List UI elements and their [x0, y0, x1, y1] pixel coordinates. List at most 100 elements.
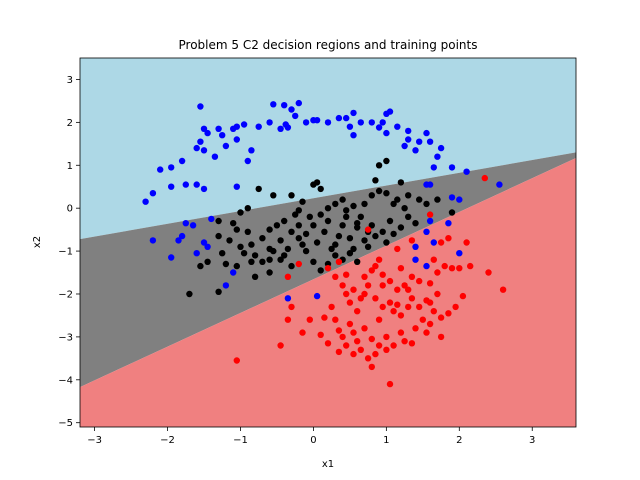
data-point-1 [230, 220, 237, 227]
data-point-0 [313, 292, 321, 300]
data-point-2 [357, 295, 364, 302]
data-point-1 [186, 290, 193, 298]
data-point-2 [343, 290, 350, 298]
data-point-2 [357, 346, 364, 353]
data-point-1 [215, 288, 222, 295]
data-point-1 [397, 224, 405, 231]
data-point-2 [430, 308, 437, 315]
data-point-2 [386, 380, 394, 388]
data-point-0 [168, 254, 175, 261]
data-point-2 [295, 260, 302, 268]
data-point-1 [277, 256, 284, 263]
data-point-2 [394, 301, 401, 308]
data-point-0 [412, 147, 419, 154]
y-tick-label: 1 [67, 161, 73, 172]
data-point-0 [193, 181, 200, 188]
data-point-0 [456, 250, 463, 257]
data-point-1 [226, 237, 233, 244]
data-point-0 [277, 125, 284, 132]
data-point-1 [361, 200, 368, 208]
data-point-2 [354, 338, 361, 345]
y-axis-ticks: −5 −4 −3 −2 −1 0 1 2 3 [58, 75, 80, 429]
data-point-2 [408, 237, 416, 244]
data-point-1 [321, 228, 328, 235]
data-point-0 [368, 119, 375, 126]
data-point-1 [240, 250, 248, 257]
data-point-0 [412, 243, 419, 250]
data-point-1 [266, 226, 273, 233]
data-point-2 [426, 320, 434, 328]
data-point-1 [299, 198, 306, 205]
data-point-2 [416, 277, 423, 285]
data-point-0 [375, 124, 383, 131]
data-point-2 [401, 338, 408, 345]
data-point-0 [182, 220, 189, 227]
data-point-1 [379, 228, 386, 235]
data-point-0 [386, 108, 394, 115]
data-point-2 [364, 355, 372, 362]
data-point-2 [328, 303, 335, 311]
data-point-0 [222, 142, 230, 150]
data-point-2 [379, 282, 386, 289]
data-point-2 [408, 340, 416, 347]
data-point-1 [273, 222, 281, 229]
data-point-2 [386, 299, 394, 306]
data-point-2 [408, 273, 416, 280]
data-point-2 [361, 273, 368, 280]
data-point-1 [357, 213, 364, 220]
data-point-1 [259, 235, 266, 242]
data-point-2 [368, 335, 375, 343]
data-point-1 [339, 222, 346, 229]
data-point-0 [423, 129, 430, 137]
data-point-1 [248, 241, 255, 248]
data-point-1 [361, 237, 368, 244]
data-point-2 [397, 312, 405, 319]
data-point-2 [459, 292, 467, 300]
x-tick-label: −2 [160, 435, 175, 446]
data-point-0 [230, 269, 237, 276]
data-point-1 [324, 217, 332, 225]
data-point-2 [288, 303, 295, 311]
x-tick-label: −1 [233, 435, 248, 446]
data-point-1 [328, 245, 335, 253]
data-point-0 [197, 138, 204, 145]
data-point-2 [368, 267, 375, 274]
data-point-1 [434, 196, 441, 203]
data-point-2 [426, 299, 434, 306]
data-point-0 [182, 181, 189, 188]
y-tick-label: −3 [58, 332, 73, 343]
data-point-1 [383, 157, 390, 165]
y-tick-label: −1 [58, 247, 73, 258]
data-point-2 [332, 273, 339, 280]
data-point-2 [324, 340, 332, 347]
data-point-2 [350, 286, 357, 293]
data-point-0 [244, 157, 251, 165]
data-point-2 [448, 265, 456, 272]
data-point-0 [405, 136, 412, 143]
data-point-2 [372, 295, 379, 302]
region-red [80, 158, 576, 427]
data-point-0 [324, 119, 332, 126]
data-point-1 [284, 245, 292, 253]
data-point-1 [233, 262, 240, 270]
data-point-1 [383, 190, 390, 197]
data-point-1 [302, 247, 310, 255]
data-point-2 [361, 290, 368, 298]
data-point-0 [350, 132, 357, 139]
data-point-2 [317, 331, 324, 338]
data-point-2 [379, 303, 386, 311]
data-point-2 [463, 239, 470, 246]
data-point-0 [175, 237, 182, 244]
data-point-1 [354, 258, 361, 265]
data-point-0 [200, 185, 208, 193]
data-point-2 [321, 314, 328, 321]
data-point-0 [157, 166, 164, 173]
data-point-0 [401, 142, 408, 150]
data-point-0 [189, 222, 197, 229]
data-point-0 [434, 153, 441, 160]
data-point-2 [350, 350, 357, 358]
data-point-1 [394, 196, 401, 203]
y-axis-label: x2 [32, 236, 43, 248]
data-point-0 [394, 123, 401, 130]
data-point-1 [372, 232, 379, 240]
